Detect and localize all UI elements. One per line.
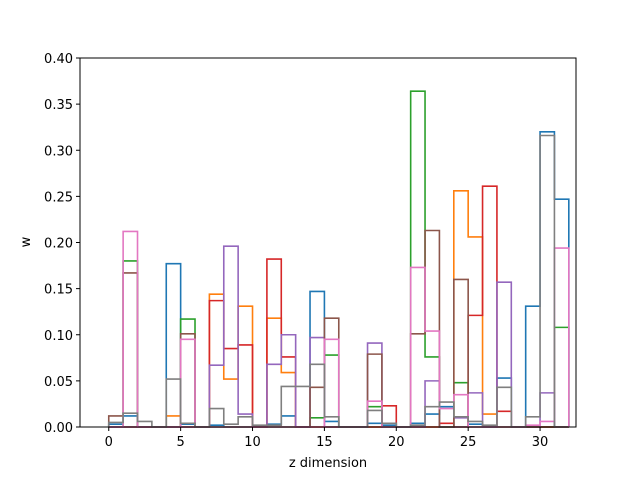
y-tick-label: 0.30 (44, 144, 73, 159)
x-tick-label: 5 (176, 435, 184, 450)
y-tick-label: 0.20 (44, 237, 73, 252)
y-tick-label: 0.10 (44, 329, 73, 344)
x-tick-label: 25 (460, 435, 477, 450)
x-tick-label: 20 (388, 435, 405, 450)
y-tick-label: 0.25 (44, 190, 73, 205)
y-tick-label: 0.00 (44, 421, 73, 436)
y-tick-label: 0.15 (44, 283, 73, 298)
x-axis-label: z dimension (289, 456, 367, 471)
y-tick-label: 0.05 (44, 375, 73, 390)
x-tick-label: 0 (105, 435, 113, 450)
x-tick-label: 30 (532, 435, 549, 450)
y-tick-label: 0.40 (44, 52, 73, 67)
y-tick-label: 0.35 (44, 98, 73, 113)
x-tick-label: 10 (244, 435, 261, 450)
axes: 0 5 10 15 20 25 30 0.00 0.05 0.10 0.15 0.20 0.25 0.30… (44, 52, 577, 450)
series-8-step-line (107, 134, 569, 428)
x-tick-label: 15 (316, 435, 333, 450)
y-axis-label: w (19, 236, 34, 247)
